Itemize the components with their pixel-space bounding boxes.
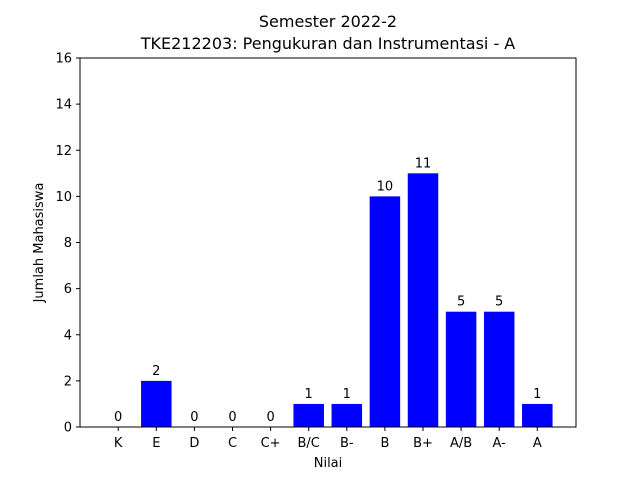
bar-e (141, 380, 172, 428)
y-tick-label: 6 (64, 282, 72, 297)
y-tick-label: 14 (55, 98, 72, 113)
bar-value-label: 1 (305, 387, 313, 402)
y-tick-label: 4 (64, 328, 72, 343)
x-tick-label: K (114, 436, 123, 451)
bar-value-label: 0 (228, 410, 236, 425)
bar-b (407, 173, 439, 427)
bar-value-label: 11 (415, 156, 432, 171)
bar-value-label: 1 (343, 387, 351, 402)
x-axis-label: Nilai (314, 456, 343, 471)
bar-a (483, 311, 515, 427)
chart-title: Semester 2022-2 (259, 12, 397, 31)
y-tick-label: 12 (55, 144, 72, 159)
bar-a-b (445, 311, 477, 427)
x-tick-label: B/C (298, 436, 320, 451)
bar-value-label: 5 (495, 295, 503, 310)
bar-value-label: 0 (114, 410, 122, 425)
bar-value-label: 5 (457, 295, 465, 310)
y-tick-label: 8 (64, 236, 72, 251)
y-axis-label: Jumlah Mahasiswa (32, 183, 47, 304)
x-tick-label: A- (493, 436, 507, 451)
y-axis: 0 2 4 6 8 10 12 14 16 (55, 52, 80, 436)
x-tick-label: B+ (413, 436, 433, 451)
bar-b (369, 196, 401, 428)
y-tick-label: 10 (55, 190, 72, 205)
bar-value-label: 0 (266, 410, 274, 425)
x-tick-label: E (152, 436, 160, 451)
bar-a (522, 403, 553, 427)
bar-value-label: 10 (377, 179, 394, 194)
x-tick-label: B- (340, 436, 354, 451)
x-tick-label: C+ (261, 436, 281, 451)
bar-b (331, 403, 363, 427)
x-tick-label: C (228, 436, 237, 451)
bar-b-c (293, 403, 324, 427)
plot-frame (79, 57, 577, 428)
x-tick-label: B (380, 436, 389, 451)
x-tick-label: D (189, 436, 199, 451)
y-tick-label: 0 (64, 421, 72, 436)
chart-subtitle: TKE212203: Pengukuran dan Instrumentasi … (140, 34, 516, 53)
x-axis: K E D C C+ B/C B- B B+ A/B A- A (114, 427, 542, 451)
bars-group (141, 173, 553, 428)
y-tick-label: 2 (64, 374, 72, 389)
bar-value-label: 2 (152, 364, 160, 379)
x-tick-label: A (533, 436, 542, 451)
x-tick-label: A/B (450, 436, 472, 451)
bar-value-label: 0 (190, 410, 198, 425)
bar-value-label: 1 (533, 387, 541, 402)
y-tick-label: 16 (55, 52, 72, 67)
